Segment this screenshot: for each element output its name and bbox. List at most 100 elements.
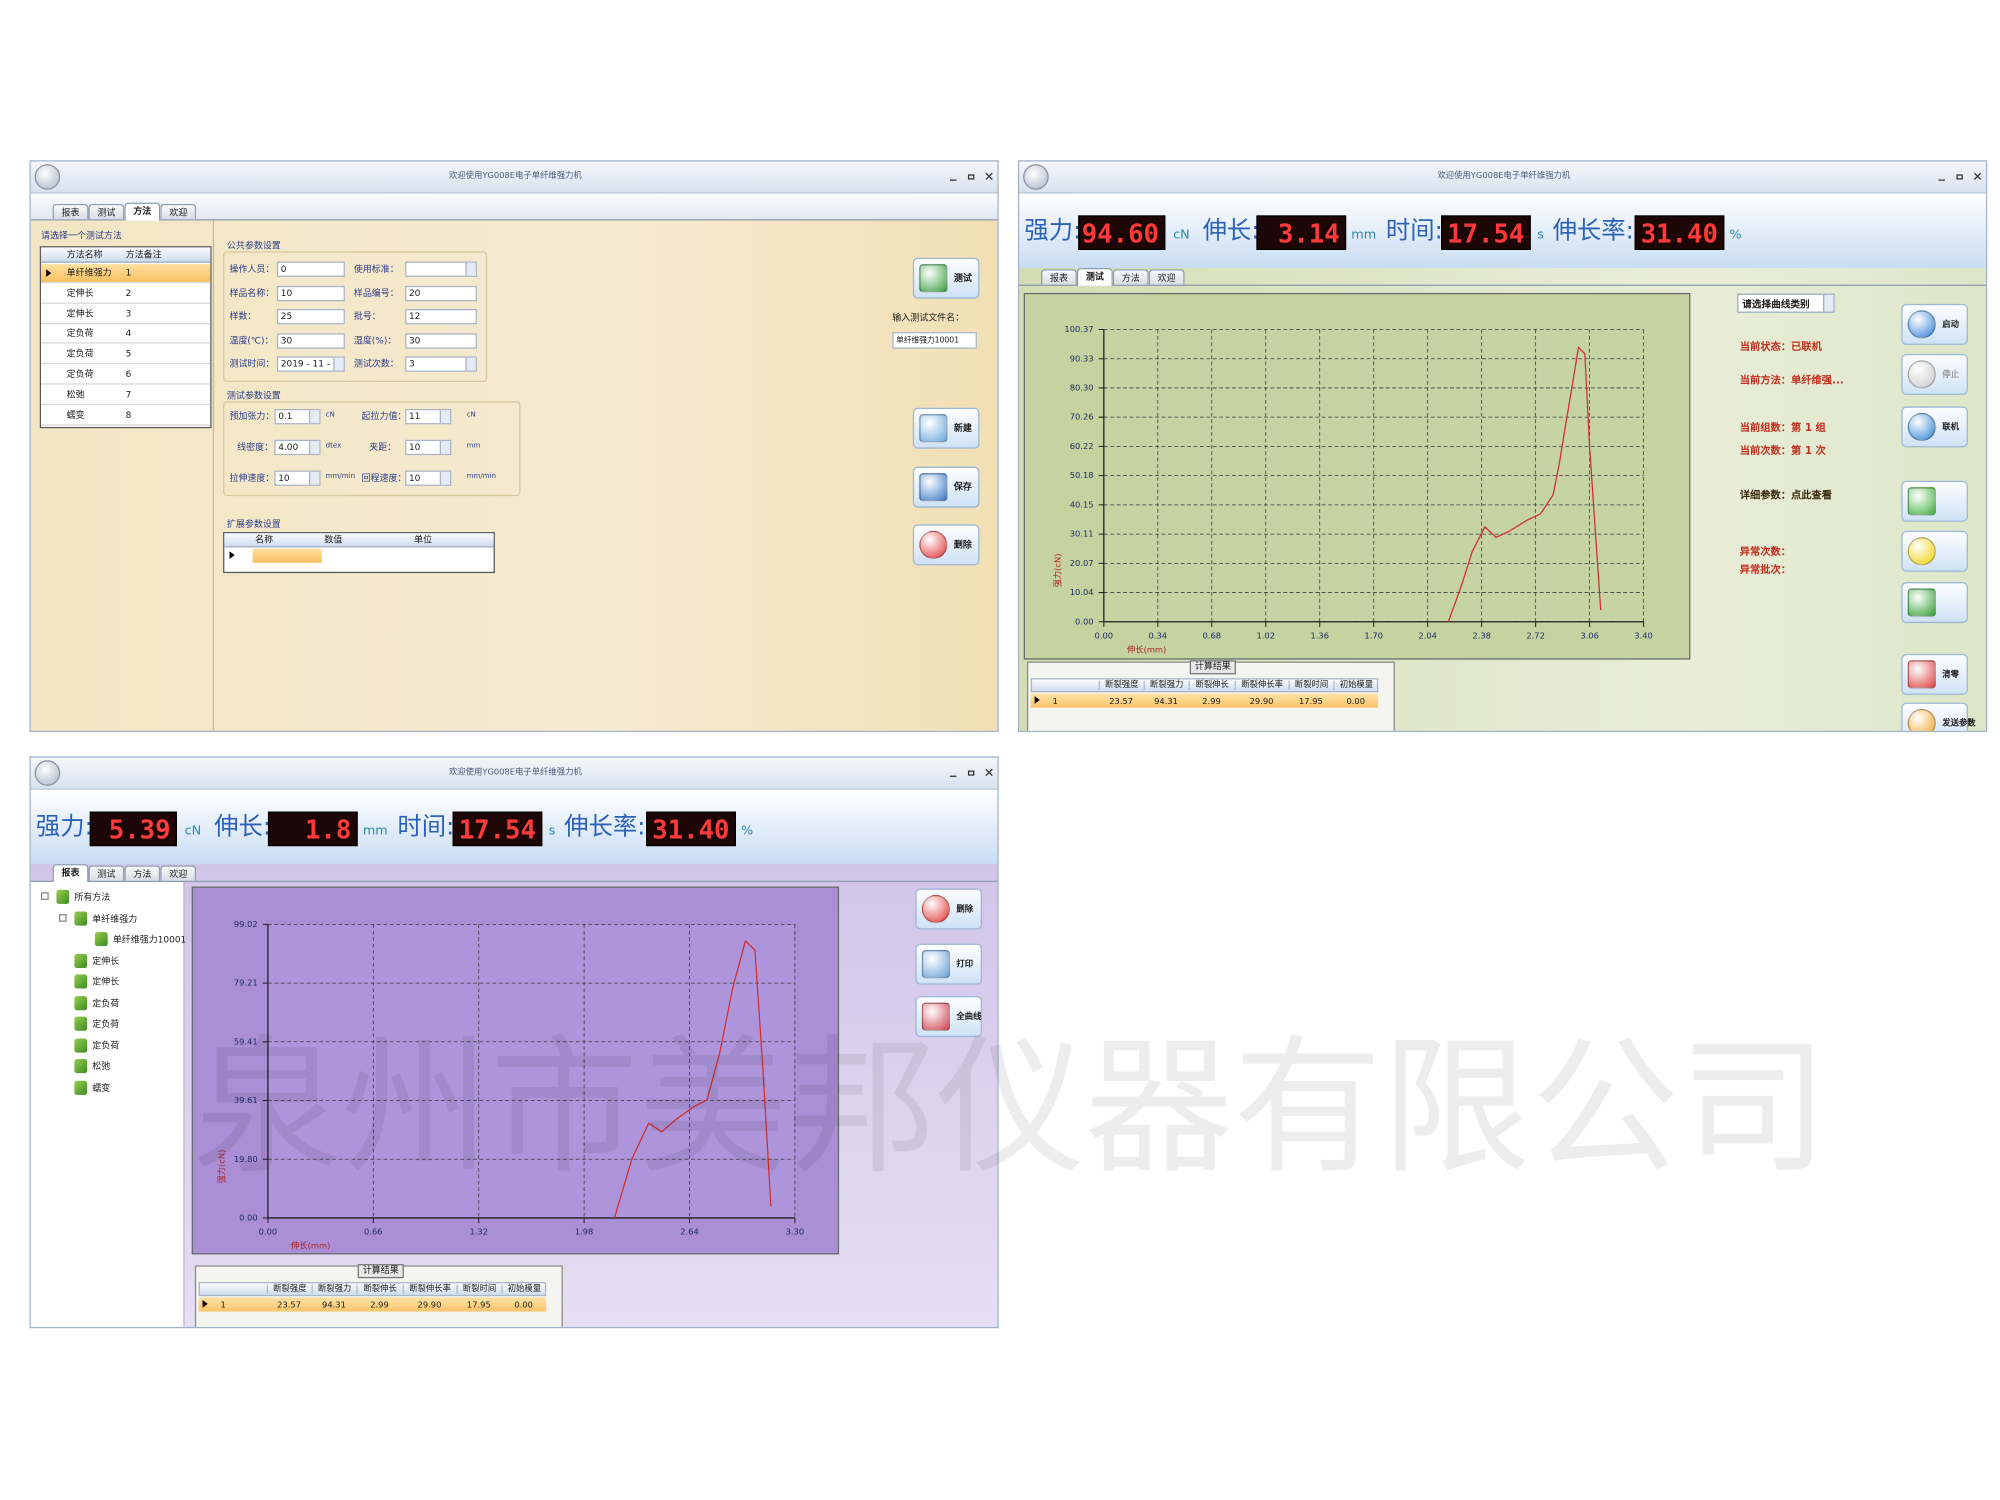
table-row[interactable]: 定负荷 4 [41, 325, 211, 345]
min-button[interactable] [1937, 172, 1947, 182]
tree-item[interactable]: 定负荷 [92, 998, 120, 1009]
table-row[interactable]: 定伸长 3 [41, 305, 211, 324]
button[interactable]: 打印 [915, 943, 983, 985]
y-tick-label: 10.04 [1070, 587, 1094, 597]
button[interactable] [1901, 530, 1968, 572]
tab[interactable]: 方法 [124, 202, 161, 221]
button[interactable]: 全曲线 [915, 996, 983, 1038]
button[interactable]: 保存 [912, 466, 980, 508]
spin-field[interactable]: 0.1 [274, 408, 321, 425]
dropdown-arrow [1823, 294, 1834, 312]
max-button[interactable] [967, 768, 977, 778]
tree-item[interactable]: 定负荷 [92, 1040, 120, 1051]
table-row[interactable]: 蠕变 8 [41, 406, 211, 426]
tab[interactable]: 报表 [52, 864, 89, 883]
input-field[interactable]: 20 [405, 285, 477, 301]
input-value: 3 [408, 359, 415, 370]
tab[interactable]: 报表 [52, 203, 89, 220]
button[interactable] [1901, 582, 1968, 624]
button[interactable]: 清零 [1901, 653, 1968, 695]
button[interactable]: 停止 [1901, 353, 1968, 395]
tree-item[interactable]: 定伸长 [92, 955, 120, 967]
table-row[interactable]: 定伸长 2 [41, 284, 211, 304]
button[interactable]: 发送参数 [1901, 702, 1976, 731]
method-name: 定伸长 [66, 308, 94, 319]
tab[interactable]: 方法 [124, 865, 161, 881]
tree-item[interactable]: 松弛 [92, 1061, 111, 1072]
tab[interactable]: 方法 [1112, 269, 1149, 285]
input-field[interactable]: 2019 - 11 - 2 [276, 356, 345, 373]
close-button[interactable] [985, 172, 995, 182]
input-field[interactable] [405, 261, 477, 277]
button[interactable] [1901, 480, 1968, 522]
tree-item[interactable]: 定负荷 [92, 1019, 120, 1030]
button[interactable]: 测试 [912, 257, 980, 299]
tree-item[interactable]: 所有方法 [74, 892, 111, 903]
button[interactable]: 新建 [912, 407, 980, 449]
input-field[interactable]: 3 [405, 356, 477, 373]
tab-label: 报表 [61, 867, 80, 879]
field-label: 样数： [229, 311, 257, 323]
tab[interactable]: 欢迎 [1148, 269, 1185, 285]
readout-value: 94.60 [1081, 217, 1159, 249]
button[interactable]: 启动 [1901, 303, 1968, 345]
max-button[interactable] [1955, 172, 1965, 182]
input-value: 10 [278, 473, 290, 484]
spin-field[interactable]: 11 [405, 408, 452, 425]
input-value: 30 [280, 335, 293, 346]
tab[interactable]: 测试 [88, 865, 125, 881]
tab[interactable]: 测试 [1076, 267, 1113, 286]
tab[interactable]: 报表 [1041, 269, 1077, 285]
file-name-input[interactable]: 单纤维强力10001 [892, 332, 977, 349]
spin-field[interactable]: 10 [274, 470, 321, 486]
x-axis-label: 伸长(mm) [291, 1241, 330, 1251]
table-row[interactable]: 单纤维强力 1 [41, 264, 211, 284]
input-field[interactable]: 12 [405, 309, 477, 325]
input-field[interactable]: 30 [276, 333, 345, 349]
spin-field[interactable]: 10 [405, 439, 452, 456]
spin-field[interactable]: 10 [405, 470, 452, 486]
input-value: 25 [280, 311, 293, 323]
input-field[interactable]: 30 [405, 333, 477, 349]
button-label: 清零 [1942, 669, 1959, 680]
app-button[interactable] [1023, 164, 1049, 190]
table-row[interactable]: 松弛 7 [41, 386, 211, 405]
tree-icon [74, 974, 88, 989]
icon [967, 770, 975, 776]
app-button[interactable] [34, 164, 61, 190]
table-row[interactable]: 定负荷 5 [41, 345, 211, 365]
window-title: 欢迎使用YG008E电子单纤维强力机 [1437, 170, 1571, 181]
method-note: 1 [125, 267, 132, 279]
app-button[interactable] [34, 760, 61, 786]
input-value: 单纤维强力10001 [896, 335, 960, 345]
button[interactable]: 联机 [1901, 406, 1968, 448]
spin-field[interactable]: 4.00 [274, 439, 321, 456]
min-button[interactable] [949, 768, 959, 778]
button-icon [1907, 487, 1936, 516]
results-cell: 94.31 [322, 1299, 346, 1311]
tree-item[interactable]: 蠕变 [92, 1082, 111, 1093]
max-button[interactable] [967, 172, 977, 182]
tree-item[interactable]: 单纤维强力10001 [112, 934, 187, 945]
window: 欢迎使用YG008E电子单纤维强力机 强力: 5.39 cN 伸长: 1.8 mm 时间: 17… [29, 756, 999, 1329]
input-field[interactable]: 10 [276, 285, 345, 301]
tree-item[interactable]: 定伸长 [92, 976, 120, 988]
button[interactable]: 删除 [915, 888, 983, 930]
tree-expander[interactable] [58, 913, 67, 922]
table-row[interactable]: 定负荷 6 [41, 365, 211, 385]
min-button[interactable] [949, 172, 959, 182]
input-field[interactable]: 25 [276, 309, 345, 325]
tree-item[interactable]: 单纤维强力 [92, 913, 138, 924]
results-cell: 1 [1052, 696, 1058, 707]
curve-type-dropdown[interactable]: 请选择曲线类别 [1737, 293, 1835, 313]
tab[interactable]: 欢迎 [160, 865, 197, 881]
tab[interactable]: 欢迎 [160, 203, 197, 220]
y-tick-label: 59.41 [234, 1036, 258, 1046]
input-field[interactable]: 0 [276, 261, 345, 277]
tab[interactable]: 测试 [88, 203, 125, 220]
button[interactable]: 删除 [912, 524, 980, 566]
ext-table: 名称 数值 单位 [223, 532, 495, 574]
tree-expander[interactable] [41, 892, 49, 900]
results-cell: 17.95 [1298, 696, 1323, 707]
method-note: 7 [125, 389, 132, 400]
